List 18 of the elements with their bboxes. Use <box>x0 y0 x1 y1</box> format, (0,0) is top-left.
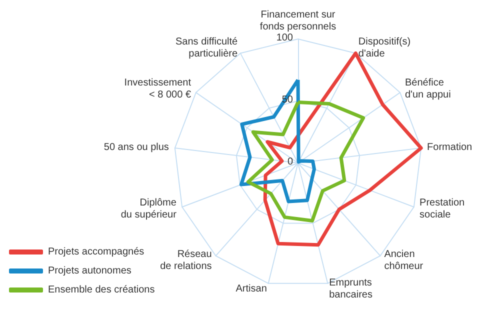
spoke-label: Dispositif(s) d'aide <box>358 36 411 60</box>
spoke-label: Prestation sociale <box>420 198 465 221</box>
spoke-label: Sans difficulté particulière <box>176 36 238 60</box>
spoke-label: Emprunts bancaires <box>329 278 372 301</box>
spoke-label: Bénéfice d'un appui <box>404 78 451 101</box>
y-tick-label: 100 <box>276 32 294 44</box>
spoke-label: Diplôme du supérieur <box>120 198 178 221</box>
legend-label: Projets accompagnés <box>48 246 144 258</box>
spoke-label: Réseau de relations <box>160 248 212 272</box>
spoke-label: Ancien chômeur <box>384 248 424 272</box>
spoke-label: Investissement < 8 000 € <box>124 78 192 101</box>
spoke-label: 50 ans ou plus <box>104 142 169 153</box>
spoke-label: Artisan <box>236 284 267 295</box>
spoke-label: Formation <box>427 142 472 153</box>
y-tick-label: 0 <box>287 156 294 168</box>
spoke-label: Financement sur fonds personnels <box>260 10 336 32</box>
legend-label: Ensemble des créations <box>48 284 155 296</box>
legend-label: Projets autonomes <box>48 266 132 276</box>
